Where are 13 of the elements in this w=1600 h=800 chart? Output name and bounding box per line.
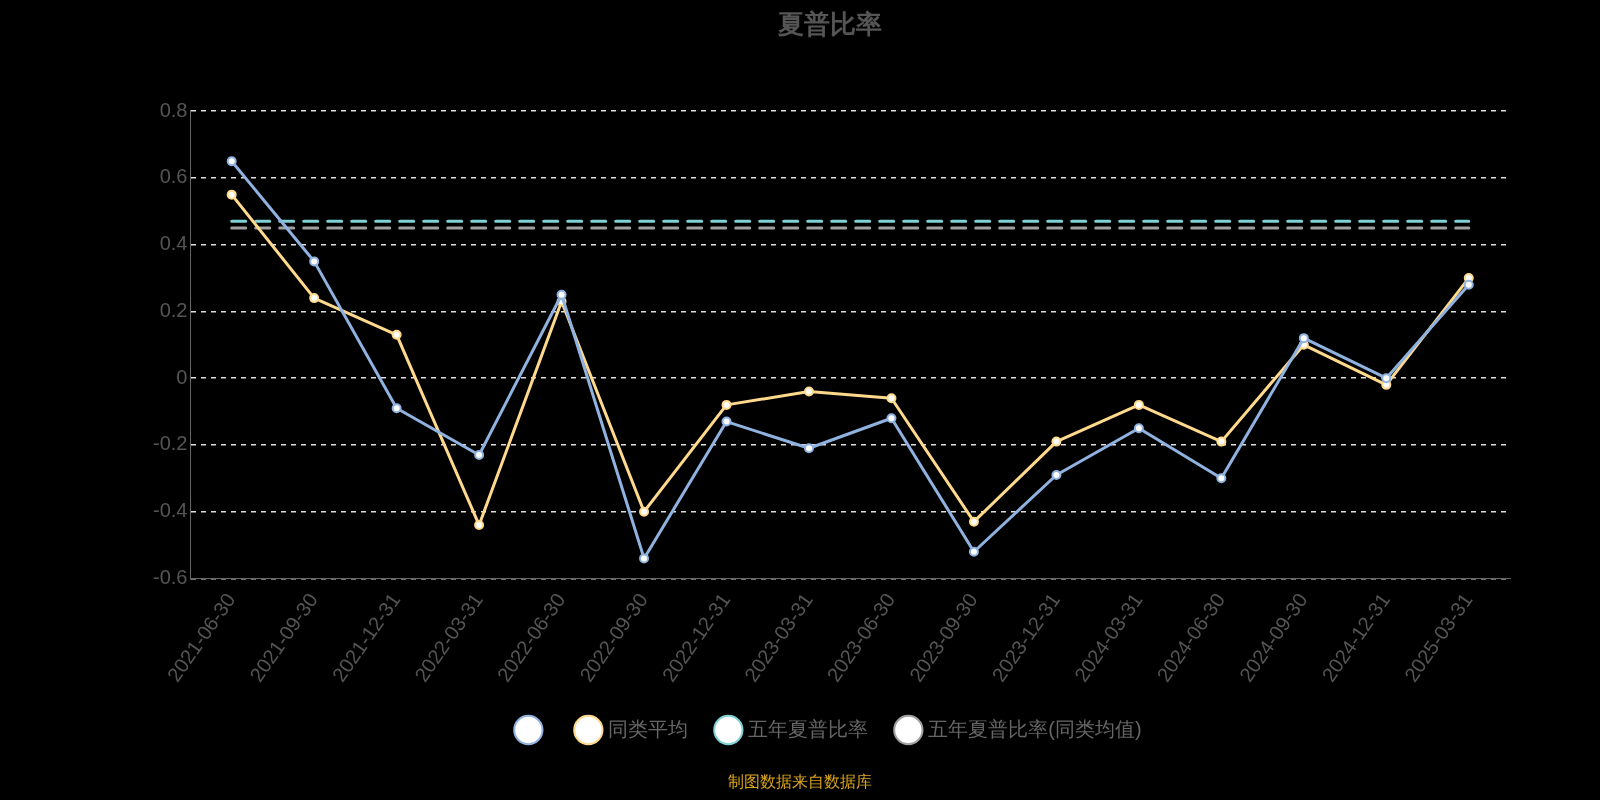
- y-tick-label: 0.2: [159, 298, 188, 321]
- y-tick-label: -0.2: [152, 432, 188, 455]
- legend-label: 五年夏普比率(同类均值): [928, 717, 1142, 740]
- chart-title: 夏普比率: [777, 8, 882, 39]
- y-tick-label: -0.6: [152, 565, 188, 588]
- legend-label: 五年夏普比率: [748, 717, 869, 740]
- y-tick-label: -0.4: [152, 499, 188, 522]
- legend-label: 同类平均: [608, 717, 689, 740]
- y-tick-label: 0: [176, 365, 188, 388]
- y-tick-label: 0.6: [159, 165, 188, 188]
- y-tick-label: 0.8: [159, 98, 188, 121]
- y-tick-label: 0.4: [159, 232, 188, 255]
- text: 制图数据来自数据库: [727, 772, 873, 793]
